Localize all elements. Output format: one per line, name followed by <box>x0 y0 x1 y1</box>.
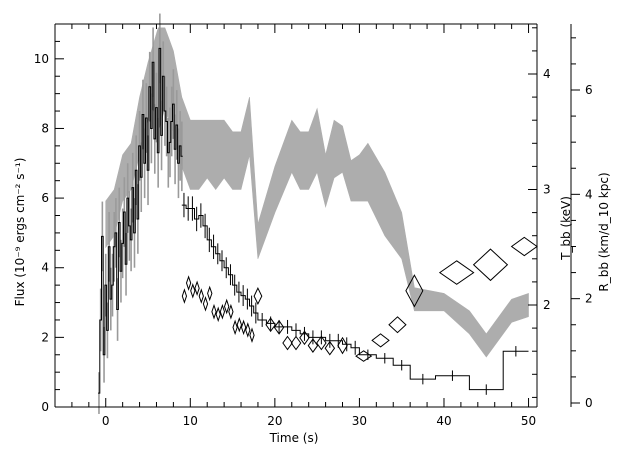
y-tick-label-right-r: 6 <box>585 83 593 97</box>
y-tick-label-right-t: 3 <box>543 183 551 197</box>
radius-diamond <box>215 306 221 323</box>
radius-diamond <box>219 303 226 320</box>
x-tick-label: 20 <box>267 414 282 428</box>
y-tick-label-right-r: 2 <box>585 292 593 306</box>
x-tick-label: 50 <box>521 414 536 428</box>
radius-diamond <box>223 298 230 315</box>
radius-diamond <box>324 340 336 356</box>
radius-diamond <box>510 236 538 257</box>
y-axis-right-t-label: T_bb (keV) <box>559 196 573 261</box>
x-tick-label: 30 <box>352 414 367 428</box>
y-tick-label-right-t: 2 <box>543 298 551 312</box>
radius-diamond <box>355 350 373 362</box>
y-tick-label-right-r: 4 <box>585 187 593 201</box>
radius-diamond <box>202 296 209 312</box>
temperature-band-layer <box>105 27 529 358</box>
radius-diamond <box>307 338 319 353</box>
y-tick-label-left: 10 <box>34 52 49 66</box>
x-tick-label: 40 <box>436 414 451 428</box>
radius-diamond <box>207 285 213 302</box>
y-axis-right-r-label: R_bb (km/d_10 kpc) <box>597 172 611 291</box>
radius-diamond <box>198 288 204 304</box>
radius-diamond <box>185 275 192 291</box>
radius-diamond <box>316 335 327 351</box>
flux-binned-histogram <box>181 204 529 391</box>
y-tick-label-left: 8 <box>41 121 49 135</box>
radius-diamond <box>472 248 509 282</box>
x-tick-label: 10 <box>183 414 198 428</box>
radius-diamond <box>299 330 310 346</box>
y-tick-label-left: 4 <box>41 261 49 275</box>
radius-diamond <box>273 319 285 335</box>
temperature-band <box>105 27 529 358</box>
flux-lightcurve-line <box>98 47 183 394</box>
radius-diamond <box>228 303 234 320</box>
radius-diamond <box>194 280 200 297</box>
radius-diamond <box>282 335 293 351</box>
radius-diamond <box>438 260 475 285</box>
x-tick-label: 0 <box>102 414 110 428</box>
radius-diamond <box>388 316 407 334</box>
radius-diamond <box>236 316 243 333</box>
x-axis-label: Time (s) <box>269 431 319 445</box>
y-tick-label-left: 0 <box>41 400 49 414</box>
radius-diamond <box>405 274 424 308</box>
radius-diamond <box>211 303 217 320</box>
y-tick-label-left: 6 <box>41 191 49 205</box>
radius-diamond <box>371 333 390 348</box>
y-tick-label-right-t: 4 <box>543 67 551 81</box>
radius-diamond <box>253 287 263 306</box>
radius-diamond <box>265 317 276 333</box>
y-tick-label-right-r: 0 <box>585 396 593 410</box>
radius-diamond-layer <box>181 236 538 362</box>
flux-layer <box>98 13 529 414</box>
radius-diamond <box>181 288 188 304</box>
y-tick-label-left: 2 <box>41 330 49 344</box>
radius-diamond <box>190 283 196 299</box>
radius-diamond <box>249 327 255 343</box>
radius-diamond <box>337 336 348 355</box>
radius-diamond <box>290 335 302 351</box>
radius-diamond <box>245 322 251 338</box>
radius-diamond <box>232 319 238 336</box>
y-axis-left-label: Flux (10⁻⁹ ergs cm⁻² s⁻¹) <box>13 158 27 307</box>
radius-diamond <box>240 319 247 336</box>
